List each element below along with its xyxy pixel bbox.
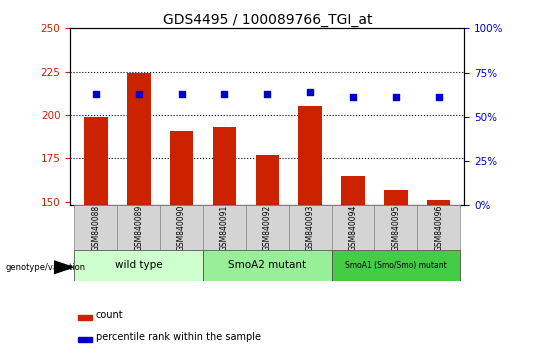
Text: GSM840088: GSM840088 (91, 204, 100, 251)
Bar (203, 250, 332, 281)
Point (92, 91, 100, 97)
Bar (427, 200, 450, 205)
Bar (170, 131, 193, 205)
Bar (417, 205, 460, 250)
Point (434, 95, 443, 100)
Text: SmoA1 (Smo/Smo) mutant: SmoA1 (Smo/Smo) mutant (345, 261, 447, 270)
Bar (78, 337, 92, 342)
Text: GSM840092: GSM840092 (263, 204, 272, 251)
Text: GSM840093: GSM840093 (306, 204, 315, 251)
Bar (213, 127, 236, 205)
Text: GSM840095: GSM840095 (392, 204, 400, 251)
Bar (255, 155, 279, 205)
Point (177, 91, 186, 97)
Bar (289, 205, 332, 250)
Bar (341, 176, 365, 205)
Text: GSM840090: GSM840090 (177, 204, 186, 251)
Bar (374, 205, 417, 250)
Bar (127, 73, 151, 205)
Text: count: count (96, 310, 124, 320)
Bar (160, 205, 203, 250)
Point (134, 91, 143, 97)
Bar (384, 190, 408, 205)
Bar (246, 205, 289, 250)
Bar (117, 205, 160, 250)
Point (306, 89, 314, 95)
Text: genotype/variation: genotype/variation (5, 263, 85, 272)
Point (349, 95, 357, 100)
Point (220, 91, 229, 97)
Title: GDS4495 / 100089766_TGI_at: GDS4495 / 100089766_TGI_at (163, 13, 372, 27)
Text: percentile rank within the sample: percentile rank within the sample (96, 332, 261, 342)
Text: GSM840089: GSM840089 (134, 204, 143, 251)
Point (263, 91, 272, 97)
Text: SmoA2 mutant: SmoA2 mutant (228, 261, 306, 270)
Bar (84, 117, 107, 205)
Text: GSM840096: GSM840096 (434, 204, 443, 251)
Bar (203, 205, 246, 250)
Bar (332, 205, 374, 250)
Polygon shape (54, 261, 73, 274)
Bar (75, 205, 117, 250)
Text: GSM840094: GSM840094 (348, 204, 357, 251)
Text: wild type: wild type (115, 261, 163, 270)
Bar (75, 250, 203, 281)
Bar (332, 250, 460, 281)
Point (392, 95, 400, 100)
Bar (78, 315, 92, 320)
Bar (299, 107, 322, 205)
Text: GSM840091: GSM840091 (220, 204, 229, 251)
